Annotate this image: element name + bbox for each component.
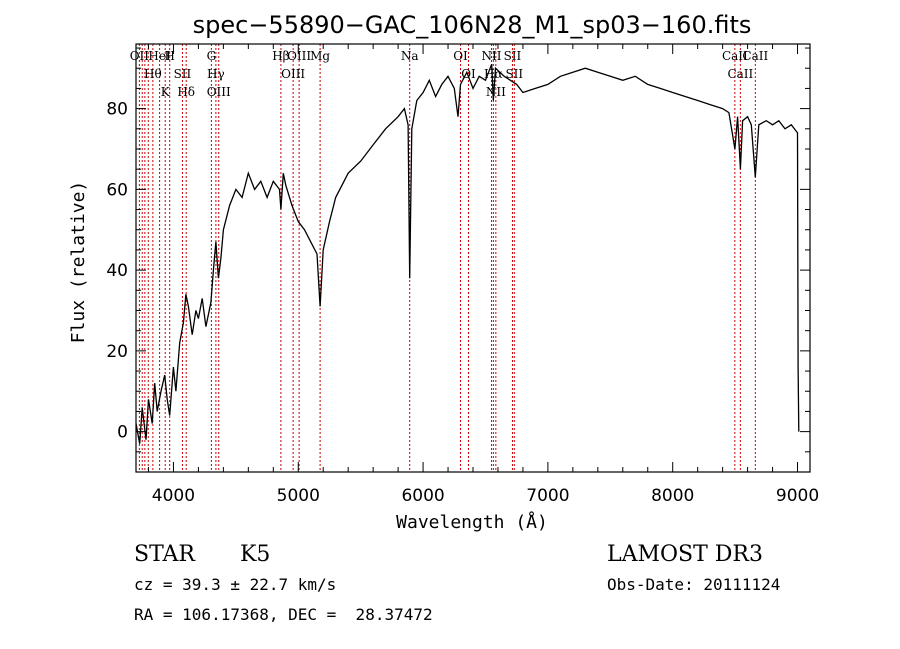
x-tick-label: 7000: [526, 486, 569, 506]
spectral-line-label: OIII: [281, 67, 305, 81]
spectral-line-label: Na: [401, 49, 419, 63]
spectrum-line: [135, 63, 800, 444]
observation-date: Obs-Date: 20111124: [607, 575, 781, 594]
radial-velocity: cz = 39.3 ± 22.7 km/s: [134, 575, 337, 594]
x-tick-label: 8000: [651, 486, 694, 506]
y-axis-label: Flux (relative): [68, 181, 89, 344]
spectral-line-label: HeI: [148, 49, 171, 63]
x-tick-label: 4000: [152, 486, 195, 506]
y-tick-label: 20: [106, 342, 128, 362]
chart-title: spec−55890−GAC_106N28_M1_sp03−160.fits: [193, 11, 752, 39]
spectral-line-label: OIII: [207, 85, 231, 99]
spectral-line-markers: [138, 44, 756, 472]
y-tick-label: 60: [106, 180, 128, 200]
y-axis-ticks: 0 20 40 60 80: [106, 47, 810, 473]
spectral-line-label: G: [207, 49, 217, 63]
spectral-line-label: OIII: [287, 49, 311, 63]
x-tick-label: 6000: [401, 486, 444, 506]
spectral-line-label: OII: [130, 49, 150, 63]
spectral-line-label: K: [161, 85, 171, 99]
spectral-line-label: NII: [481, 49, 501, 63]
spectral-line-label: CaII: [742, 49, 768, 63]
spectral-line-label: OI: [453, 49, 468, 63]
spectral-line-label: SII: [504, 49, 522, 63]
x-tick-label: 5000: [277, 486, 320, 506]
spectral-line-label: SII: [505, 67, 523, 81]
spectral-line-label: CaII: [722, 49, 748, 63]
plot-frame: [135, 43, 811, 473]
spectral-line-label: SII: [174, 67, 192, 81]
spectral-line-label: Hθ: [144, 67, 162, 81]
spectral-line-label: Mg: [310, 49, 330, 63]
object-class: STAR: [134, 542, 195, 567]
spectral-line-label: OI: [461, 67, 476, 81]
spectral-line-label: Hα: [484, 67, 503, 81]
spectral-line-label: H: [164, 49, 174, 63]
y-tick-label: 0: [117, 423, 128, 443]
spectral-line-label: CaII: [727, 67, 753, 81]
spectral-line-label: Hγ: [207, 67, 225, 81]
spectral-line-label: NII: [486, 85, 506, 99]
x-axis-label: Wavelength (Å): [396, 511, 548, 533]
survey-name: LAMOST DR3: [607, 542, 763, 567]
sky-coordinates: RA = 106.17368, DEC = 28.37472: [134, 605, 433, 624]
spectral-line-label: Hβ: [272, 49, 289, 63]
y-tick-label: 80: [106, 100, 128, 120]
object-subclass: K5: [240, 542, 271, 567]
x-axis-ticks: 4000 5000 6000 7000 8000 9000: [147, 44, 819, 506]
x-tick-label: 9000: [776, 486, 819, 506]
y-tick-label: 40: [106, 261, 128, 281]
spectral-line-label: Hδ: [177, 85, 195, 99]
